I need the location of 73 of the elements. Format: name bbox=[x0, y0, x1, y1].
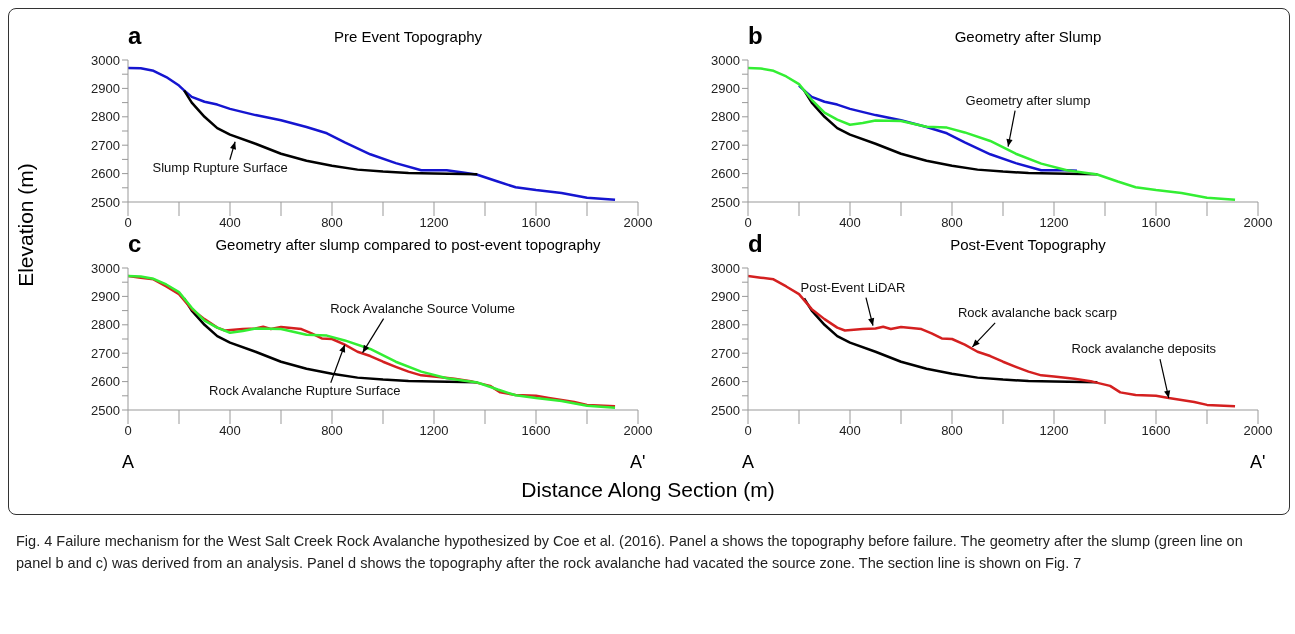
y-tick-label: 3000 bbox=[711, 260, 740, 276]
y-tick-label: 2500 bbox=[91, 402, 120, 418]
line-series bbox=[748, 66, 1237, 201]
text: A' bbox=[1250, 452, 1266, 473]
text: A' bbox=[630, 452, 646, 473]
annotation: Slump Rupture Surface bbox=[152, 159, 288, 175]
y-tick-label: 2900 bbox=[91, 81, 120, 97]
x-tick-label: 0 bbox=[124, 423, 132, 439]
x-tick-label: 0 bbox=[744, 423, 752, 439]
x-tick-label: 400 bbox=[839, 423, 861, 439]
y-tick-label: 2800 bbox=[91, 317, 120, 333]
y-tick-label: 2700 bbox=[91, 345, 120, 361]
y-tick-label: 3000 bbox=[711, 52, 740, 68]
chart-subtitle: a bbox=[128, 22, 142, 50]
chart-title: Geometry after Slump bbox=[953, 28, 1103, 45]
y-tick-label: 2700 bbox=[711, 345, 740, 361]
y-tick-label: 3000 bbox=[91, 260, 120, 276]
annotation: Rock Avalanche Source Volume bbox=[330, 300, 515, 316]
caption: Fig. 4 Failure mechanism for the West Salt Creek Rock Avalanche hypothesized by Coe et al. (2016). Panel a shows the topography before failure. The geometry after the slump (green line on panel b and c) was derived from an analysis. Panel d shows the topography after the rock avalanche had vacated the source zone. The section line is shown on Fig. 7 bbox=[16, 532, 1244, 573]
chart-title: Pre Event Topography bbox=[332, 28, 484, 45]
line-series bbox=[128, 66, 617, 201]
x-tick-label: 800 bbox=[941, 215, 963, 231]
annotation: Rock Avalanche Rupture Surface bbox=[209, 382, 401, 398]
y-tick-label: 2600 bbox=[91, 166, 120, 182]
x-tick-label: 2000 bbox=[1243, 215, 1273, 231]
text: A bbox=[742, 452, 755, 473]
x-tick-label: 400 bbox=[219, 215, 241, 231]
x-tick-label: 800 bbox=[321, 423, 343, 439]
x-tick-label: 400 bbox=[839, 215, 861, 231]
x-tick-label: 2000 bbox=[623, 215, 653, 231]
text: A bbox=[122, 452, 135, 473]
x-tick-label: 1600 bbox=[521, 215, 551, 231]
chart-subtitle: b bbox=[748, 22, 763, 50]
x-tick-label: 0 bbox=[744, 215, 752, 231]
y-tick-label: 2900 bbox=[91, 289, 120, 305]
x-tick-label: 800 bbox=[941, 423, 963, 439]
x-tick-label: 1200 bbox=[419, 423, 449, 439]
annotation: Post-Event LiDAR bbox=[800, 279, 906, 295]
y-tick-label: 2500 bbox=[711, 402, 740, 418]
y-tick-label: 2900 bbox=[711, 289, 740, 305]
x-tick-label: 800 bbox=[321, 215, 343, 231]
chart-subtitle: d bbox=[748, 230, 763, 258]
y-tick-label: 2800 bbox=[711, 317, 740, 333]
y-tick-label: 2800 bbox=[91, 109, 120, 125]
y-tick-label: 2600 bbox=[91, 374, 120, 390]
y-tick-label: 2500 bbox=[711, 194, 740, 210]
x-tick-label: 2000 bbox=[623, 423, 653, 439]
y-tick-label: 2700 bbox=[711, 137, 740, 153]
chart-title: Post-Event Topography bbox=[949, 236, 1107, 253]
y-tick-label: 3000 bbox=[91, 52, 120, 68]
y-tick-label: 2600 bbox=[711, 374, 740, 390]
y-tick-label: 2700 bbox=[91, 137, 120, 153]
line-series bbox=[748, 274, 1237, 408]
x-tick-label: 1200 bbox=[419, 215, 449, 231]
chart-title: Geometry after slump compared to post-event topography bbox=[214, 236, 602, 253]
x-tick-label: 0 bbox=[124, 215, 132, 231]
x-tick-label: 1600 bbox=[1141, 423, 1171, 439]
x-tick-label: 2000 bbox=[1243, 423, 1273, 439]
annotation: Rock avalanche deposits bbox=[1071, 341, 1217, 357]
x-tick-label: 1200 bbox=[1039, 215, 1069, 231]
y-tick-label: 2600 bbox=[711, 166, 740, 182]
y-axis-title: Elevation (m) bbox=[14, 162, 38, 289]
chart-subtitle: c bbox=[128, 230, 142, 258]
x-tick-label: 1600 bbox=[521, 423, 551, 439]
annotation: Geometry after slump bbox=[965, 92, 1091, 108]
x-tick-label: 400 bbox=[219, 423, 241, 439]
annotation: Rock avalanche back scarp bbox=[957, 304, 1117, 320]
x-tick-label: 1200 bbox=[1039, 423, 1069, 439]
x-tick-label: 1600 bbox=[1141, 215, 1171, 231]
x-axis-title: Distance Along Section (m) bbox=[520, 478, 776, 502]
y-tick-label: 2900 bbox=[711, 81, 740, 97]
y-tick-label: 2500 bbox=[91, 194, 120, 210]
y-tick-label: 2800 bbox=[711, 109, 740, 125]
